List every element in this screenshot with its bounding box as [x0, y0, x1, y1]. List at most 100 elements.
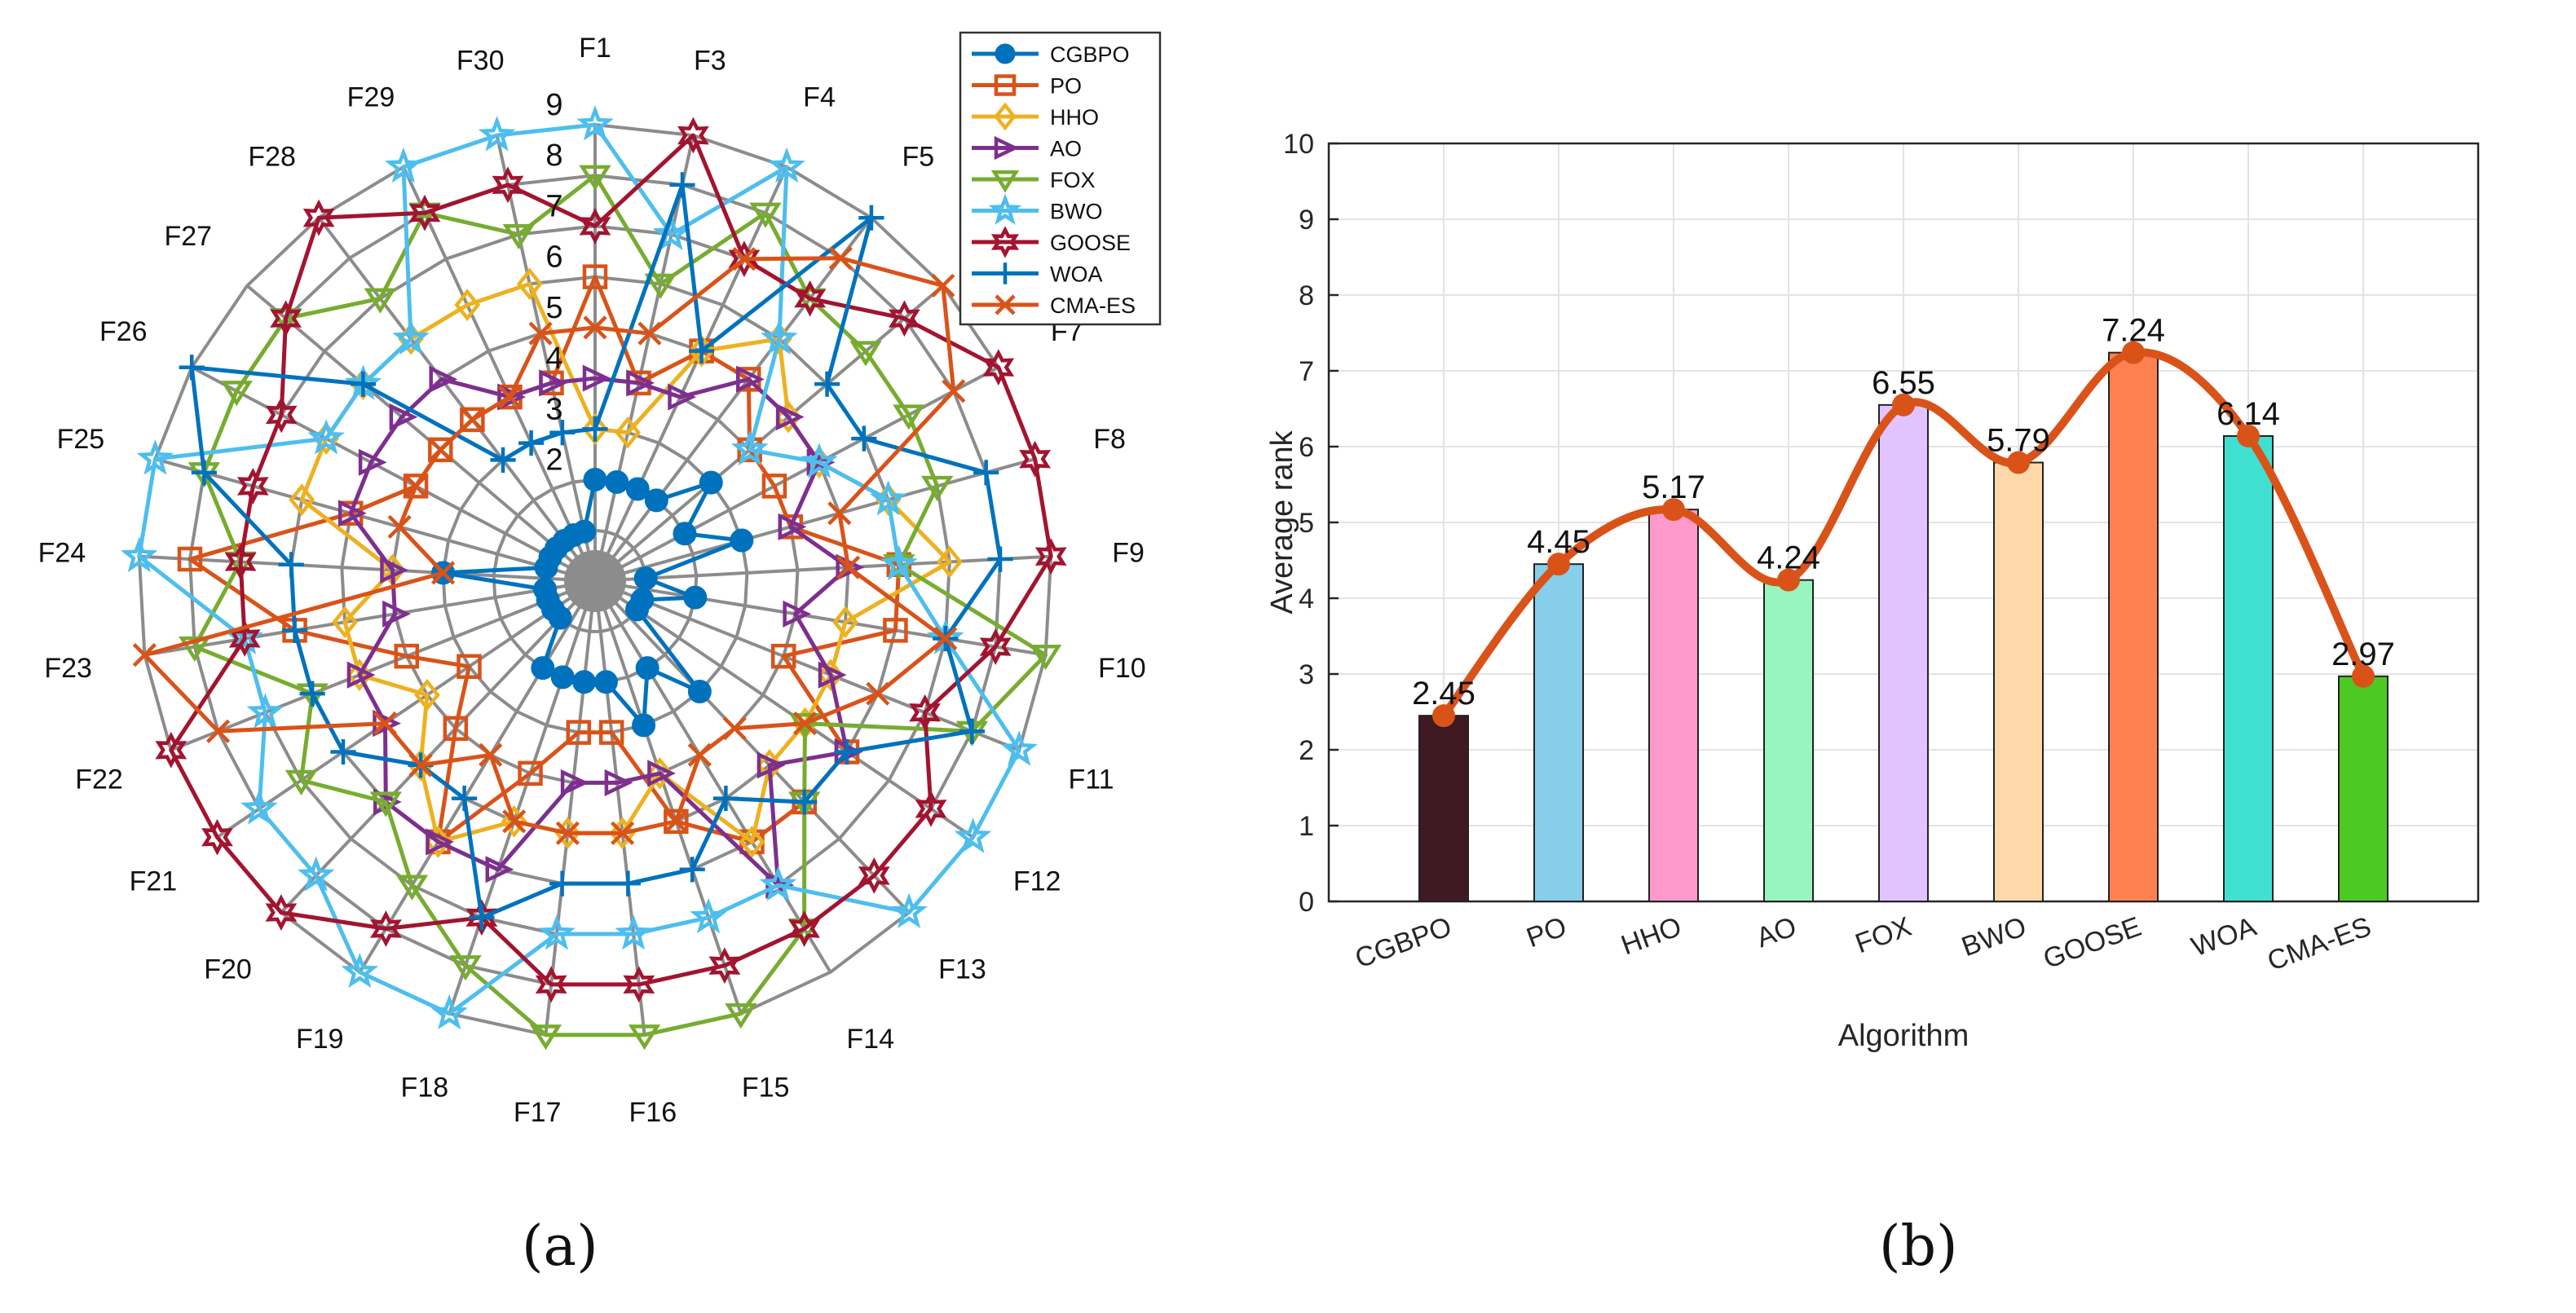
- marker-woa-f21: [330, 738, 356, 765]
- marker-ao-f3: [626, 369, 655, 397]
- marker-bwo-f5: [761, 319, 798, 355]
- marker-ao-f8: [778, 513, 807, 540]
- marker-cgbpo-f9: [633, 566, 658, 591]
- radar-center: [564, 550, 626, 612]
- marker-hho-f29: [454, 289, 481, 322]
- marker-cma-es-f14: [687, 742, 712, 767]
- radar-spoke-f19: [358, 579, 597, 973]
- marker-goose-f27: [270, 300, 302, 337]
- marker-cma-es-f15: [664, 809, 688, 834]
- radar-spoke-f24: [139, 554, 596, 583]
- radial-tick-7: 7: [545, 189, 562, 223]
- marker-cma-es-f28: [460, 408, 484, 432]
- marker-woa-f26: [179, 355, 205, 381]
- marker-ao-f22: [346, 661, 376, 689]
- x-tick-label-hho: HHO: [1617, 911, 1686, 962]
- marker-ao-f6: [775, 403, 805, 431]
- axis-label-f1: F1: [579, 33, 611, 64]
- marker-woa-f16: [615, 870, 641, 897]
- marker-ao-f30: [539, 369, 568, 397]
- subfigure-label-b: (b): [1879, 1214, 1958, 1279]
- marker-hho-f25: [289, 483, 315, 516]
- axis-label-f14: F14: [846, 1024, 894, 1055]
- series-woa: [179, 172, 1013, 931]
- legend-label-po: PO: [1050, 74, 1082, 99]
- axis-label-f28: F28: [248, 142, 296, 173]
- legend-marker-ao: [994, 135, 1020, 161]
- marker-cgbpo-f30: [572, 519, 597, 544]
- radial-tick-8: 8: [545, 139, 562, 173]
- radar-spoke-f27: [245, 284, 597, 583]
- trend-point-bwo: [2007, 451, 2030, 474]
- marker-po-f23: [282, 618, 307, 643]
- radar-spoke-f10: [594, 579, 1046, 657]
- legend-marker-goose: [990, 226, 1020, 258]
- marker-hho-f17: [554, 817, 581, 850]
- marker-hho-f23: [332, 606, 358, 639]
- marker-bwo-f14: [759, 866, 797, 901]
- radar-spoke-f14: [593, 579, 832, 973]
- y-tick-label-8: 8: [1299, 280, 1314, 311]
- axis-label-f21: F21: [130, 866, 178, 897]
- axis-label-f4: F4: [803, 82, 836, 113]
- marker-hho-f3: [615, 416, 642, 449]
- marker-bwo-f30: [478, 116, 516, 152]
- marker-goose-f10: [979, 628, 1012, 665]
- axis-label-f27: F27: [164, 221, 212, 252]
- legend-marker-cma-es: [995, 294, 1016, 315]
- marker-woa-f14: [712, 785, 739, 812]
- radar-spoke-f22: [170, 579, 596, 752]
- marker-fox-f23: [179, 636, 211, 663]
- marker-po-f16: [598, 720, 624, 745]
- trend-point-woa: [2237, 424, 2260, 447]
- marker-woa-f6: [814, 371, 840, 397]
- axis-label-f16: F16: [629, 1097, 677, 1128]
- radial-tick-labels: 2 3 4 5 6 7 8 9: [545, 88, 562, 478]
- marker-ao-f10: [783, 600, 812, 628]
- legend-entry-hho: HHO: [972, 102, 1099, 131]
- marker-cgbpo-f6: [699, 470, 723, 495]
- x-tick-label-bwo: BWO: [1957, 911, 2030, 963]
- marker-cma-es-f22: [205, 719, 231, 743]
- marker-woa-f5: [858, 205, 884, 231]
- series-line-woa: [189, 183, 1003, 920]
- marker-fox-f27: [269, 308, 302, 334]
- marker-goose-f3: [677, 117, 709, 154]
- marker-ao-f1: [582, 364, 611, 392]
- marker-bwo-f22: [246, 693, 285, 729]
- legend-entry-bwo: BWO: [972, 193, 1103, 225]
- marker-bwo-f19: [341, 952, 379, 989]
- legend-label-cgbpo: CGBPO: [1050, 42, 1130, 67]
- marker-ao-f5: [736, 365, 765, 393]
- radar-spoke-f18: [448, 580, 597, 1015]
- series-goose: [155, 117, 1067, 1003]
- y-tick-label-0: 0: [1299, 887, 1314, 918]
- legend-label-cma-es: CMA-ES: [1050, 293, 1136, 318]
- trend-point-po: [1547, 553, 1570, 576]
- marker-woa-f3: [669, 172, 695, 198]
- radar-spoke-f5: [593, 216, 873, 583]
- marker-woa-f24: [278, 552, 304, 578]
- radial-tick-6: 6: [545, 240, 562, 275]
- marker-cgbpo-f10: [683, 585, 708, 610]
- marker-woa-f29: [518, 430, 545, 456]
- axis-label-f22: F22: [75, 764, 123, 795]
- marker-cgbpo-f17: [572, 670, 597, 694]
- axis-label-f3: F3: [694, 45, 726, 76]
- radar-spoke-f23: [144, 579, 596, 657]
- axis-label-f5: F5: [902, 142, 935, 173]
- value-label-ao: 4.24: [1757, 540, 1820, 576]
- bar-goose: [2108, 351, 2159, 902]
- bar-woa: [2223, 434, 2274, 902]
- marker-fox-f1: [579, 165, 611, 191]
- marker-bwo-f11: [1000, 730, 1038, 766]
- marker-bwo-f18: [430, 994, 468, 1030]
- marker-bwo-f26: [307, 419, 345, 455]
- marker-po-f22: [394, 643, 420, 669]
- marker-bwo-f4: [768, 147, 805, 183]
- legend-marker-po: [994, 74, 1017, 96]
- axis-label-f8: F8: [1093, 424, 1126, 455]
- radar-spoke-f16: [593, 580, 646, 1035]
- legend-label-hho: HHO: [1050, 105, 1099, 130]
- marker-bwo-f24: [121, 536, 158, 573]
